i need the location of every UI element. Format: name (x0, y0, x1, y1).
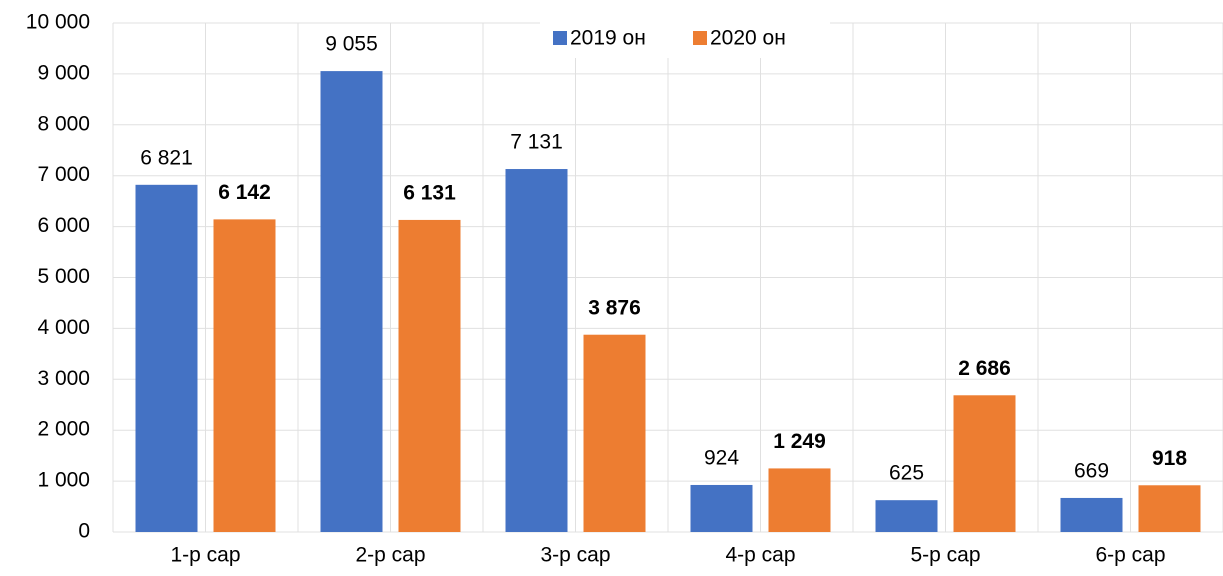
x-tick-label: 3-р сар (540, 544, 610, 567)
bar (875, 500, 938, 532)
bar (583, 334, 646, 532)
bar (320, 71, 383, 533)
legend-swatch (693, 31, 707, 45)
bar (505, 169, 568, 532)
x-tick-label: 4-р сар (725, 544, 795, 567)
bar (213, 219, 276, 532)
labels: 0 1 000 2 000 3 000 4 000 5 000 6 000 7 000 8 00… (26, 11, 1188, 567)
y-tick-label: 2 000 (37, 418, 90, 441)
bar (768, 468, 831, 532)
data-label: 3 876 (588, 296, 641, 319)
grid (112, 22, 1223, 533)
x-tick-label: 6-р сар (1095, 544, 1165, 567)
bar (1060, 497, 1123, 532)
y-tick-label: 3 000 (37, 367, 90, 390)
x-tick-label: 1-р сар (170, 544, 240, 567)
data-label: 9 055 (325, 33, 378, 56)
y-tick-label: 5 000 (37, 265, 90, 288)
y-tick-label: 4 000 (37, 316, 90, 339)
data-label: 924 (704, 447, 739, 470)
y-tick-label: 9 000 (37, 61, 90, 84)
legend-label: 2020 он (710, 27, 786, 50)
bar (398, 219, 461, 532)
data-label: 6 142 (218, 181, 271, 204)
data-label: 918 (1152, 447, 1187, 470)
data-label: 7 131 (510, 131, 563, 154)
x-tick-label: 2-р сар (355, 544, 425, 567)
data-label: 669 (1074, 459, 1109, 482)
bar (953, 395, 1016, 532)
data-label: 6 821 (140, 146, 193, 169)
data-label: 1 249 (773, 430, 826, 453)
data-label: 6 131 (403, 181, 456, 204)
legend-background (540, 20, 830, 58)
y-tick-label: 8 000 (37, 112, 90, 135)
legend-swatch (553, 31, 567, 45)
bar (690, 484, 753, 532)
y-tick-label: 0 (78, 520, 90, 543)
bar (135, 184, 198, 532)
y-tick-label: 1 000 (37, 469, 90, 492)
data-label: 625 (889, 462, 924, 485)
y-tick-label: 7 000 (37, 163, 90, 186)
data-label: 2 686 (958, 357, 1011, 380)
legend-label: 2019 он (570, 27, 646, 50)
y-tick-label: 10 000 (26, 11, 90, 34)
x-tick-label: 5-р сар (910, 544, 980, 567)
y-tick-label: 6 000 (37, 214, 90, 237)
bars (135, 71, 1201, 533)
legend: 2019 он 2020 он (540, 20, 830, 58)
bar (1138, 485, 1201, 532)
